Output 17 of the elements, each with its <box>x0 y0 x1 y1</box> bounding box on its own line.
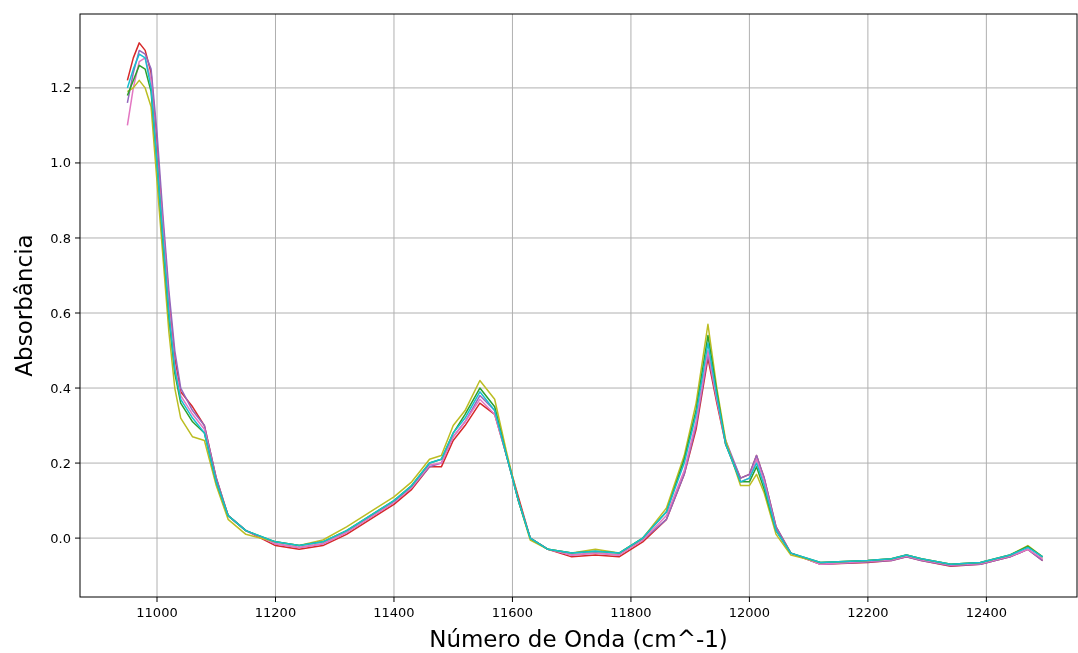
x-tick-label: 11600 <box>491 605 534 620</box>
x-tick-label: 12400 <box>965 605 1008 620</box>
y-tick-label: 1.2 <box>50 80 71 96</box>
x-tick-label: 12200 <box>847 605 889 620</box>
x-tick-label: 12000 <box>728 605 771 620</box>
y-tick-label: 0.0 <box>50 530 71 546</box>
y-tick-label: 0.2 <box>50 455 71 471</box>
x-axis-title: Número de Onda (cm^-1) <box>429 626 728 652</box>
y-tick-label: 0.4 <box>50 380 71 396</box>
x-tick-label: 11400 <box>373 605 415 620</box>
x-tick-label: 11200 <box>254 605 297 620</box>
y-tick-label: 1.0 <box>50 155 71 171</box>
y-tick-label: 0.8 <box>50 230 71 246</box>
x-tick-label: 11800 <box>610 605 652 620</box>
y-tick-label: 0.6 <box>50 305 71 321</box>
y-axis-title: Absorbância <box>11 234 37 377</box>
x-tick-label: 11000 <box>136 605 178 620</box>
